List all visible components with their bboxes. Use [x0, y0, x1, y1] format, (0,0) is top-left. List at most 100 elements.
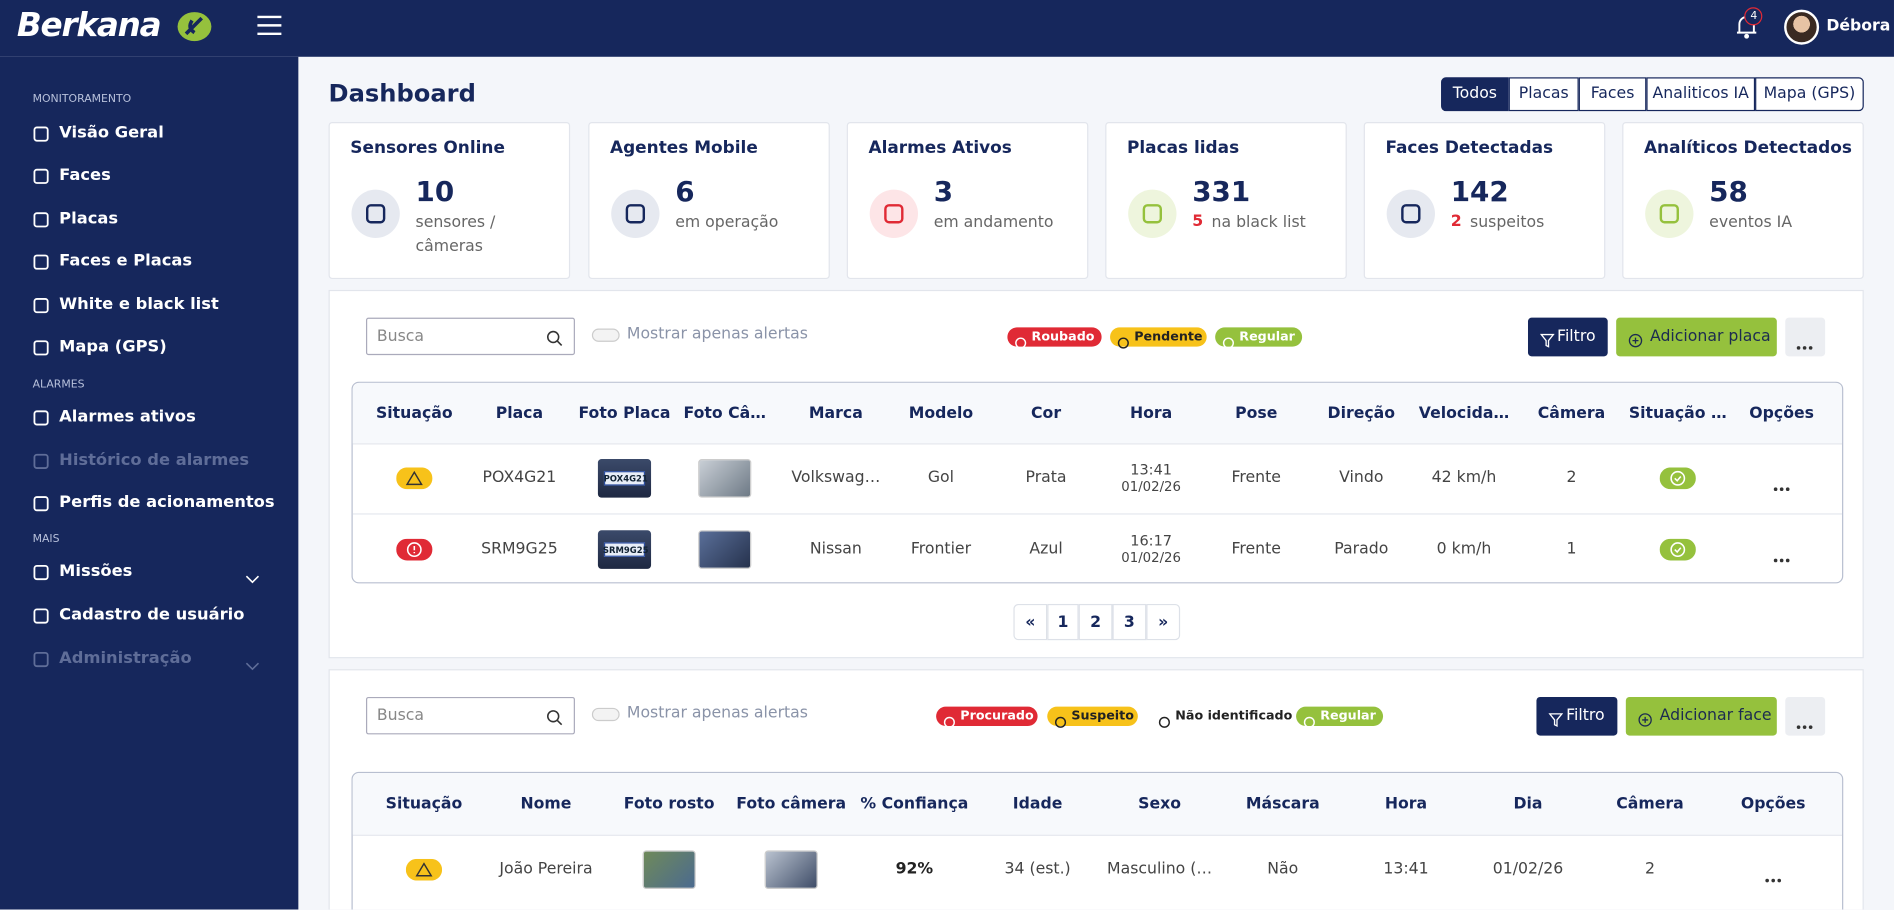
options-icon [1795, 333, 1814, 350]
card-desc: na black list [1211, 213, 1306, 232]
column-header: Idade [1012, 795, 1063, 814]
tab[interactable]: Todos [1441, 77, 1509, 112]
page-link[interactable]: 1 [1047, 603, 1079, 641]
nav-item[interactable]: Faces e Placas [59, 251, 193, 271]
legend-pill: Roubado [1007, 327, 1102, 349]
legend-icon [1117, 331, 1129, 349]
plate-photo: SRM9G25 [597, 530, 652, 569]
tab-label: Analiticos IA [1652, 84, 1749, 103]
page-link[interactable]: « [1013, 603, 1048, 641]
legend-icon-svg [1054, 716, 1067, 728]
page-label: » [1158, 613, 1169, 632]
page-link[interactable]: 3 [1112, 603, 1147, 641]
cell: Prata [1025, 468, 1067, 488]
page-link[interactable]: » [1146, 603, 1181, 641]
cell: 13:41 [1383, 860, 1429, 879]
card-title: Analíticos Detectados [1643, 138, 1852, 158]
filter-button[interactable]: Filtro [1536, 696, 1618, 736]
card-title: Alarmes Ativos [868, 138, 1012, 158]
tab[interactable]: Analiticos IA [1646, 77, 1756, 112]
filter-button[interactable]: Filtro [1527, 317, 1608, 357]
menu-button [257, 14, 282, 36]
more-button[interactable] [1785, 696, 1826, 736]
card-icon-svg [1386, 189, 1435, 238]
nav-item[interactable]: Mapa (GPS) [59, 336, 167, 357]
add-button[interactable]: Adicionar placa [1616, 317, 1777, 357]
page-label: 2 [1090, 613, 1102, 632]
cell: 34 (est.) [1004, 860, 1071, 879]
nav-item[interactable]: Cadastro de usuário [59, 605, 245, 625]
legend-label: Não identificado [1175, 708, 1293, 724]
cell: Frente [1231, 468, 1281, 488]
add-icon-svg [1638, 713, 1652, 727]
stat-card: Placas lidas 331 5 na black list [1105, 121, 1347, 280]
cell: POX4G21 [482, 468, 557, 488]
nav-icon [33, 167, 50, 184]
nav-icon-svg [33, 254, 49, 270]
brand-leaf [175, 10, 214, 44]
nav-icon-svg [33, 168, 49, 184]
nav-item[interactable]: Administração [59, 648, 192, 668]
cell: João Pereira [499, 860, 593, 879]
cell: 42 km/h [1431, 468, 1497, 488]
toggle[interactable] [591, 707, 620, 722]
legend-icon-svg [1158, 716, 1170, 728]
status-badge [1659, 467, 1696, 490]
row-divider [352, 443, 1843, 445]
page-link[interactable]: 2 [1078, 603, 1113, 641]
notification-badge: 4 [1744, 7, 1763, 26]
card-value: 142 [1450, 176, 1509, 209]
nav-item[interactable]: Missões [59, 561, 133, 581]
cell-time: 16:17 [1130, 532, 1173, 550]
status-badge-svg [396, 467, 433, 490]
cell: Gol [927, 468, 955, 488]
nav-icon [33, 210, 50, 228]
add-button[interactable]: Adicionar face [1625, 696, 1777, 736]
nav-item[interactable]: Alarmes ativos [59, 406, 196, 427]
nav-item[interactable]: Visão Geral [59, 123, 164, 143]
column-header: Modelo [908, 404, 974, 424]
options-icon-svg [1773, 487, 1790, 492]
column-header: Marca [808, 404, 863, 424]
column-header: % Confiança [860, 795, 969, 814]
search-placeholder: Busca [376, 327, 425, 346]
tab[interactable]: Placas [1508, 77, 1579, 112]
nav-chevron-svg [245, 575, 260, 584]
nav-item[interactable]: Perfis de acionamentos [59, 492, 275, 513]
nav-chevron [245, 653, 260, 671]
search-input[interactable]: Busca [365, 317, 575, 356]
toggle-label: Mostrar apenas alertas [626, 704, 808, 723]
legend-pill: Regular [1215, 327, 1303, 349]
nav-chevron-svg [245, 662, 260, 671]
card-highlight: 5 [1192, 212, 1204, 231]
nav-icon [33, 296, 50, 314]
table: Situação Placa Foto Placa Foto Câ… Marca Mode… [351, 381, 1844, 584]
cell: Não [1267, 860, 1299, 879]
cell-time: 13:41 [1130, 461, 1173, 479]
tab-label: Todos [1452, 84, 1497, 103]
nav-item[interactable]: Placas [59, 208, 119, 229]
nav-item[interactable]: Faces [59, 165, 111, 185]
tab[interactable]: Mapa (GPS) [1755, 77, 1864, 112]
cell: Parado [1334, 540, 1389, 559]
tab[interactable]: Faces [1578, 77, 1647, 112]
card-icon [868, 188, 919, 239]
nav-item[interactable]: White e black list [59, 294, 219, 314]
search-icon [546, 329, 563, 347]
nav-item[interactable]: Histórico de alarmes [59, 450, 250, 470]
card-icon [1644, 188, 1695, 239]
filter-icon [1539, 330, 1555, 348]
cell: Frente [1231, 540, 1281, 559]
photo [642, 850, 696, 890]
cell: 92% [895, 860, 934, 879]
more-button[interactable] [1785, 317, 1826, 357]
options-icon [1764, 866, 1783, 883]
card-value: 58 [1709, 176, 1748, 209]
table-header-bg [352, 382, 1843, 444]
nav-icon-svg [33, 212, 49, 228]
column-header: Sexo [1138, 795, 1182, 814]
add-icon [1638, 709, 1652, 727]
toggle[interactable] [591, 328, 620, 342]
search-input[interactable]: Busca [365, 696, 575, 735]
card-title: Agentes Mobile [609, 138, 758, 158]
